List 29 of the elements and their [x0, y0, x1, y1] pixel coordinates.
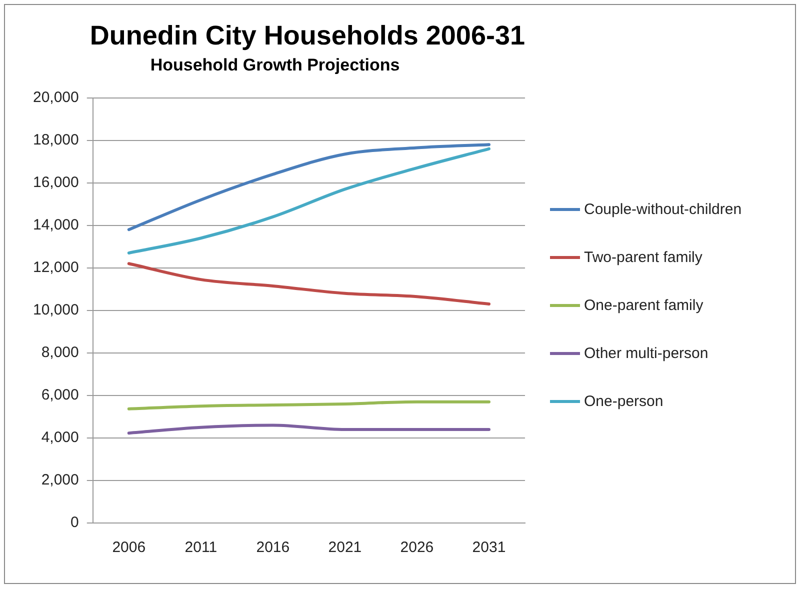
line-series	[127, 424, 490, 435]
legend-label: Other multi-person	[584, 344, 708, 363]
x-tick-label: 2021	[328, 539, 362, 556]
y-tick-label: 18,000	[32, 131, 79, 148]
x-tick-label: 2016	[256, 539, 290, 556]
y-tick-label: 6,000	[41, 386, 79, 404]
line-series	[127, 262, 490, 306]
legend-label: One-person	[584, 392, 664, 411]
legend-label: One-parent family	[584, 296, 704, 315]
y-tick-label: 12,000	[32, 259, 79, 276]
y-tick-label: 10,000	[32, 302, 79, 319]
chart-title: Dunedin City Households 2006-31	[90, 20, 525, 51]
y-tick-label: 14,000	[32, 216, 79, 234]
line-series	[127, 143, 490, 232]
x-tick-label: 2011	[184, 539, 218, 556]
x-tick-label: 2026	[400, 539, 434, 556]
y-tick-label: 8,000	[41, 344, 79, 362]
legend-label: Two-parent family	[584, 248, 702, 267]
y-tick-label: 2,000	[41, 472, 79, 489]
y-tick-label: 4,000	[41, 429, 79, 446]
x-tick-label: 2006	[112, 539, 146, 556]
y-tick-label: 0	[70, 514, 79, 532]
y-tick-label: 16,000	[32, 174, 79, 191]
line-series	[127, 400, 490, 410]
chart-subtitle: Household Growth Projections	[150, 55, 400, 74]
y-tick-label: 20,000	[32, 88, 79, 106]
legend-label: Couple-without-children	[584, 200, 742, 219]
x-tick-label: 2031	[472, 539, 506, 556]
line-series	[127, 147, 490, 254]
